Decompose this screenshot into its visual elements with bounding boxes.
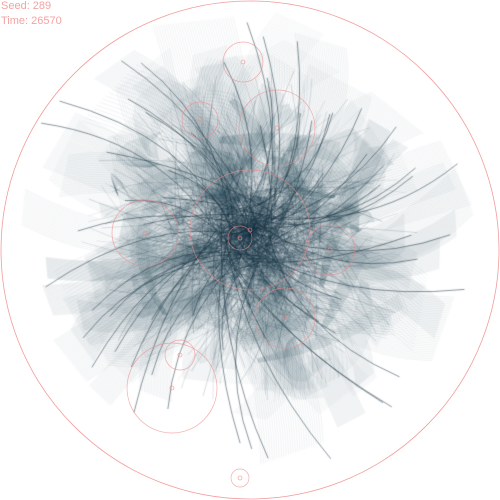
seed-readout: Seed: 289: [1, 0, 52, 12]
time-readout: Time: 26570: [1, 15, 62, 27]
